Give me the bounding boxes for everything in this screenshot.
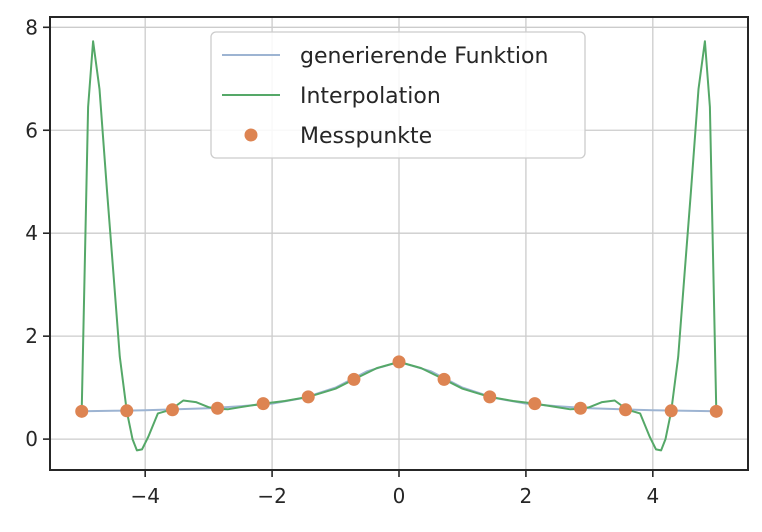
x-tick-label: −4	[130, 484, 159, 508]
legend-label: generierende Funktion	[300, 44, 548, 69]
y-tick-label: 8	[25, 15, 38, 39]
data-point	[75, 404, 89, 418]
x-tick-label: −2	[257, 484, 286, 508]
data-point	[528, 397, 542, 411]
y-tick-label: 4	[25, 221, 38, 245]
data-point	[120, 404, 134, 418]
data-point	[347, 372, 361, 386]
data-point	[392, 355, 406, 369]
x-tick-label: 2	[520, 484, 533, 508]
data-point	[619, 403, 633, 417]
data-point	[709, 404, 723, 418]
data-point	[483, 390, 497, 404]
legend-box	[210, 31, 586, 159]
data-point	[165, 403, 179, 417]
x-tick-label: 0	[393, 484, 406, 508]
legend-handle-points	[244, 128, 258, 142]
y-tick-label: 2	[25, 324, 38, 348]
legend-label: Messpunkte	[300, 124, 432, 149]
legend-label: Interpolation	[300, 84, 441, 109]
plot-series	[75, 40, 723, 452]
data-point	[573, 401, 587, 415]
data-point	[211, 401, 225, 415]
tick-labels: −4 −2 0 2 4 0 2 4 6 8	[25, 15, 659, 508]
legend: generierende Funktion Interpolation Messpu…	[210, 31, 586, 159]
data-point	[301, 390, 315, 404]
data-point	[664, 404, 678, 418]
y-tick-label: 0	[25, 427, 38, 451]
y-tick-label: 6	[25, 118, 38, 142]
data-point	[256, 397, 270, 411]
x-tick-label: 4	[646, 484, 659, 508]
data-point	[437, 372, 451, 386]
